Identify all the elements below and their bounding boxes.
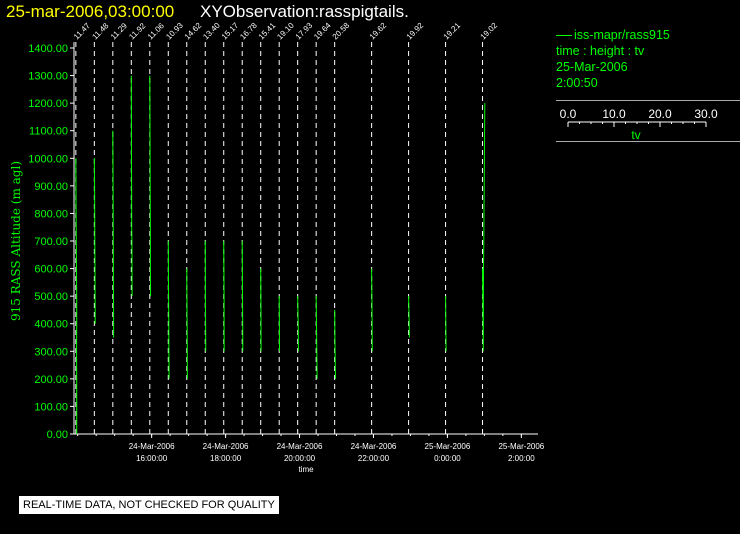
profile-label: 19.02 [479,21,500,42]
profile-line [186,268,188,379]
tick-labels: 0.00 100.00 200.00 300.00 400.00 500.00 600.00… [9,21,545,474]
profile-line [315,296,318,379]
x-tick-label-date: 24-Mar-2006 [351,442,397,451]
y-tick-label: 400.00 [34,319,68,331]
info-divider [556,100,740,101]
x-tick-label-time: 2:00:00 [508,454,535,463]
profile-line [149,75,152,297]
tv-scale: 0.0 10.0 20.0 30.0 tv [560,107,718,142]
profile-label: 20.58 [331,21,352,42]
y-tick-label: 100.00 [34,401,68,413]
x-axis-title: time [298,465,314,474]
profile-line [297,296,299,352]
profile-line [482,103,486,352]
axes [70,42,538,438]
y-tick-label: 0.00 [47,429,68,441]
scale-tick-label: 30.0 [694,107,718,121]
x-tick-label-time: 0:00:00 [434,454,461,463]
profile-line [75,158,78,434]
y-tick-label: 600.00 [34,264,68,276]
profile-label: 19.64 [312,21,333,42]
x-tick-label-date: 24-Mar-2006 [203,442,249,451]
profile-line [445,296,447,352]
scale-divider [556,141,740,142]
profile-label: 11.06 [146,21,166,41]
legend-entry: iss-mapr/rass915 [556,27,740,43]
profile-label: 15.41 [257,21,278,42]
x-tick-label-date: 25-Mar-2006 [425,442,471,451]
profile-line [408,296,410,338]
x-tick-label-time: 18:00:00 [210,454,242,463]
profile-label: 10.93 [164,21,185,42]
profile-label: 19.10 [275,21,296,42]
x-tick-label-date: 24-Mar-2006 [129,442,175,451]
profile-label: 17.93 [294,21,315,42]
profile-line [93,158,96,324]
y-tick-label: 800.00 [34,208,68,220]
profile-label: 13.40 [201,21,222,42]
y-axis-title: 915 RASS Altitude (m agl) [9,161,23,321]
scale-tick-label: 10.0 [602,107,626,121]
profile-line [130,75,133,297]
series-label: iss-mapr/rass915 [574,28,670,42]
y-tick-label: 1300.00 [28,71,68,83]
profile-line [223,240,225,352]
scale-tick-label: 0.0 [560,107,577,121]
profile-line [112,130,115,338]
y-tick-label: 500.00 [34,291,68,303]
x-tick-label-time: 22:00:00 [358,454,390,463]
info-panel: iss-mapr/rass915 time : height : tv 25-M… [556,27,740,91]
profile-label: 19.21 [442,21,463,42]
title-observation: XYObservation:rasspigtails. [200,2,409,21]
plot-kind: time : height : tv [556,44,645,58]
profile-line [167,240,170,379]
profile-label: 11.47 [72,21,92,41]
info-time: 2:00:50 [556,76,598,90]
data-series [75,75,486,434]
profile-label: 14.62 [183,21,204,42]
title-date: 25-mar-2006,03:00:00 [6,2,175,21]
y-tick-label: 1000.00 [28,153,68,165]
profile-label: 19.92 [405,21,426,42]
y-tick-label: 900.00 [34,181,68,193]
profile-label: 11.48 [90,21,110,41]
y-tick-label: 300.00 [34,346,68,358]
reference-lines [75,42,484,434]
scale-label: tv [631,128,640,142]
x-tick-label-time: 20:00:00 [284,454,316,463]
profile-label: 11.29 [109,21,129,41]
profile-line [371,268,373,352]
profile-label: 15.17 [220,21,241,42]
profile-line [241,240,244,352]
profile-label: 11.92 [127,21,147,41]
x-tick-label-date: 24-Mar-2006 [277,442,323,451]
y-tick-label: 1200.00 [28,98,68,110]
y-tick-label: 700.00 [34,236,68,248]
x-tick-label-time: 16:00:00 [136,454,168,463]
y-tick-label: 200.00 [34,374,68,386]
legend-line-swatch [556,35,572,37]
profile-label: 16.78 [238,21,259,42]
info-date: 25-Mar-2006 [556,60,628,74]
quality-notice: REAL-TIME DATA, NOT CHECKED FOR QUALITY [19,496,279,514]
y-tick-label: 1100.00 [29,126,68,138]
x-tick-label-date: 25-Mar-2006 [498,442,544,451]
profile-line [334,309,336,379]
scale-tick-label: 20.0 [648,107,672,121]
profile-label: 19.62 [368,21,389,42]
y-tick-label: 1400.00 [28,43,68,55]
